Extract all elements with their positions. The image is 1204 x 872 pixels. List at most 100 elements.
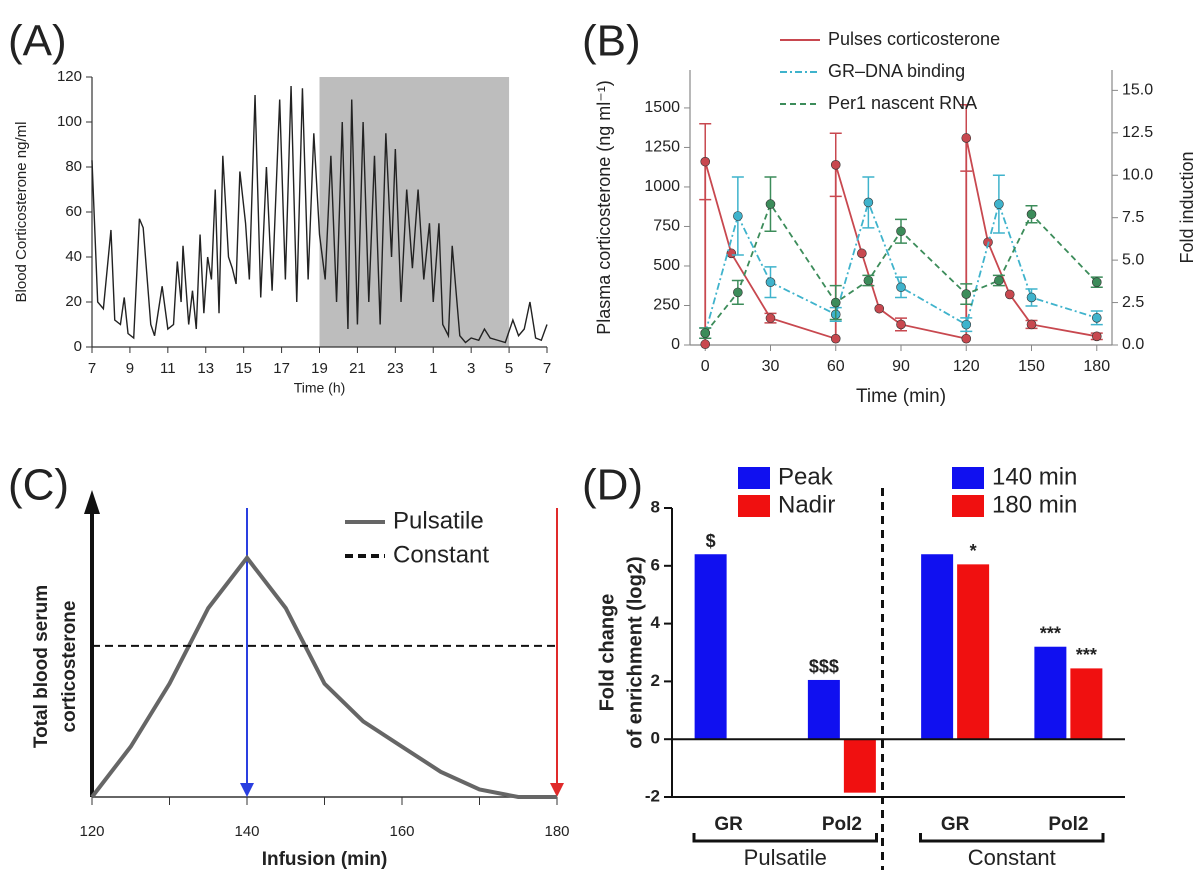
y-tick-label: 60: [65, 203, 82, 220]
y-axis-label: Total blood serum: [31, 585, 52, 748]
y-axis-label: Plasma corticosterone (ng ml⁻¹): [594, 80, 614, 335]
x-tick-label: 23: [387, 360, 404, 377]
data-point: [733, 211, 743, 221]
legend-label: Pulses corticosterone: [828, 29, 1000, 49]
x-tick-label: 17: [273, 360, 290, 377]
bar: [921, 554, 954, 740]
data-point: [830, 297, 841, 308]
bar: [1034, 646, 1067, 740]
y-tick-label: 1250: [644, 139, 680, 156]
legend-label: 180 min: [992, 491, 1077, 518]
x-axis-label: Time (h): [294, 380, 346, 396]
significance-label: *: [970, 541, 977, 561]
bar: [957, 564, 990, 740]
data-point: [994, 199, 1004, 209]
legend-label: Nadir: [778, 491, 835, 518]
data-point: [765, 277, 776, 287]
x-tick-label: 13: [197, 360, 214, 377]
y2-tick-label: 7.5: [1122, 209, 1144, 226]
x-tick-label: 3: [467, 360, 475, 377]
data-point: [896, 282, 906, 293]
y-tick-label: -2: [645, 786, 660, 805]
x-axis-label: Infusion (min): [262, 849, 388, 870]
x-tick-label: 140: [234, 823, 259, 840]
x-tick-label: 19: [311, 360, 328, 377]
y-tick-label: 8: [651, 497, 660, 516]
data-point: [1004, 289, 1015, 300]
data-point: [830, 160, 841, 170]
y-tick-label: 4: [651, 613, 661, 632]
y-tick-label: 500: [653, 257, 680, 274]
y-tick-label: 1500: [644, 99, 680, 116]
data-point: [1026, 209, 1037, 220]
group-label: Constant: [968, 845, 1056, 870]
x-tick-label: 90: [892, 358, 910, 375]
data-point: [896, 319, 906, 330]
data-point: [700, 339, 711, 350]
y-tick-label: 250: [653, 297, 680, 314]
y2-tick-label: 2.5: [1122, 294, 1144, 311]
x-tick-label: 15: [235, 360, 252, 377]
legend-swatch: [952, 495, 984, 517]
bar: [694, 554, 727, 740]
data-point: [1091, 331, 1102, 342]
data-point: [1091, 313, 1102, 323]
x-tick-label: GR: [714, 814, 743, 835]
legend-swatch: [952, 467, 984, 489]
data-point: [961, 333, 972, 344]
x-axis-label: Time (min): [856, 386, 946, 407]
x-tick-label: 5: [505, 360, 513, 377]
x-tick-label: 0: [701, 358, 710, 375]
y-tick-label: 0: [74, 338, 82, 355]
series-line: [704, 199, 1098, 334]
data-point: [874, 303, 885, 314]
x-tick-label: 180: [544, 823, 569, 840]
data-point: [1026, 319, 1037, 330]
legend-swatch: [738, 495, 770, 517]
y-axis-label: of enrichment (log2): [624, 556, 646, 748]
data-point: [733, 287, 743, 298]
group-bracket: [692, 833, 878, 843]
y-tick-label: 0: [651, 729, 660, 748]
y2-tick-label: 10.0: [1122, 166, 1153, 183]
data-point: [961, 133, 972, 143]
legend-label: 140 min: [992, 463, 1077, 490]
y-tick-label: 6: [651, 555, 660, 574]
legend-label: Constant: [393, 541, 489, 568]
series-line: [704, 202, 1098, 334]
y2-tick-label: 12.5: [1122, 124, 1153, 141]
y2-tick-label: 5.0: [1122, 251, 1144, 268]
data-point: [863, 197, 874, 208]
data-point: [863, 275, 874, 286]
series-line: [91, 85, 548, 344]
y-axis-arrow: [84, 490, 100, 514]
significance-label: $$$: [809, 657, 839, 677]
bar: [843, 739, 876, 793]
bar: [807, 679, 840, 740]
x-tick-label: 180: [1083, 358, 1110, 375]
legend-label: GR–DNA binding: [828, 61, 965, 81]
x-tick-label: Pol2: [1048, 814, 1088, 835]
x-tick-label: 1: [429, 360, 437, 377]
legend-label: Pulsatile: [393, 507, 484, 534]
legend-label: Peak: [778, 463, 834, 490]
data-point: [961, 289, 972, 299]
marker-arrow: [240, 783, 254, 797]
data-point: [765, 199, 776, 209]
y-tick-label: 0: [671, 336, 680, 353]
data-point: [994, 275, 1004, 286]
y-tick-label: 120: [57, 68, 82, 85]
data-point: [857, 248, 867, 259]
x-tick-label: 7: [88, 360, 96, 377]
x-tick-label: 160: [389, 823, 414, 840]
x-tick-label: 21: [349, 360, 366, 377]
group-label: Pulsatile: [744, 845, 827, 870]
x-tick-label: 7: [543, 360, 551, 377]
x-tick-label: GR: [941, 814, 970, 835]
y-tick-label: 750: [653, 218, 680, 235]
legend-swatch: [738, 467, 770, 489]
legend-label: Per1 nascent RNA: [828, 93, 977, 113]
y-tick-label: 2: [651, 671, 660, 690]
y2-axis-label: Fold induction: [1177, 151, 1197, 263]
data-point: [765, 313, 776, 323]
